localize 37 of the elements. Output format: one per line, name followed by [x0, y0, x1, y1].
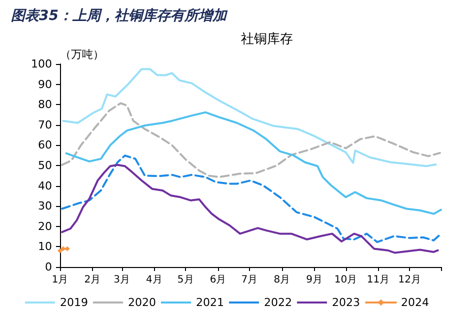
x-tick-label: 2月: [84, 274, 101, 286]
y-tick-label: 100: [31, 58, 52, 70]
legend-label: 2019: [60, 296, 88, 309]
x-tick-label: 1月: [52, 274, 68, 286]
y-tick-label: 60: [38, 138, 52, 152]
y-tick-label: 40: [38, 179, 52, 192]
y-tick-label: 50: [38, 159, 52, 172]
y-tick-label: 20: [38, 220, 52, 233]
x-tick-label: 3月: [114, 274, 130, 286]
y-tick-label: 80: [38, 98, 52, 112]
x-tick-label: 10月: [334, 274, 358, 286]
x-tick-label: 7月: [241, 274, 258, 286]
line-series: [65, 111, 442, 215]
legend-label: 2024: [400, 296, 429, 309]
line-series: [62, 68, 437, 168]
line-series: [61, 154, 441, 244]
legend-label: 2020: [128, 296, 156, 309]
y-tick-label: 90: [38, 78, 52, 91]
chart-subtitle: 社铜库存: [241, 32, 293, 47]
legend-label: 2023: [332, 296, 360, 309]
chart-title: 图表35：上周，社铜库存有所增加: [11, 7, 228, 24]
y-tick-label: 10: [38, 240, 52, 254]
x-tick-label: 6月: [210, 274, 226, 286]
x-tick-label: 4月: [146, 274, 162, 286]
x-tick-label: 5月: [177, 274, 194, 286]
x-tick-label: 11月: [366, 274, 390, 286]
y-axis-title: （万吨）: [60, 48, 104, 61]
x-tick-label: 9月: [306, 274, 323, 286]
y-tick-label: 0: [45, 260, 52, 274]
y-tick-label: 70: [38, 118, 52, 132]
legend-label: 2022: [264, 296, 292, 309]
x-tick-label: 12月: [398, 274, 421, 286]
legend-label: 2021: [196, 296, 224, 309]
x-tick-label: 8月: [274, 274, 290, 286]
y-tick-label: 30: [38, 200, 52, 213]
line-series: [61, 102, 441, 178]
line-series: [61, 164, 439, 254]
